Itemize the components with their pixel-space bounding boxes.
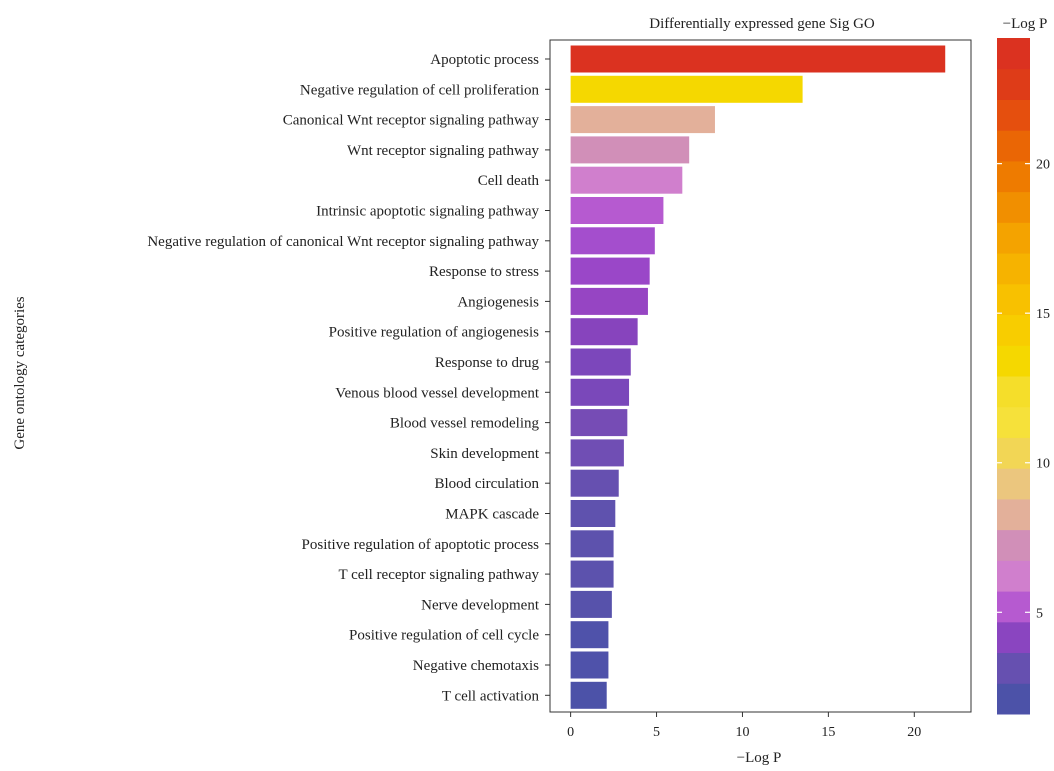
colorbar-segment	[997, 38, 1030, 70]
colorbar-segment	[997, 99, 1030, 131]
x-tick-label: 10	[735, 725, 749, 740]
colorbar-segment	[997, 376, 1030, 408]
bar	[570, 409, 628, 437]
category-label: Positive regulation of angiogenesis	[329, 325, 540, 341]
category-labels: Apoptotic process Negative regulation of …	[147, 52, 550, 704]
bar	[570, 45, 946, 73]
bar	[570, 318, 638, 346]
colorbar-segment	[997, 130, 1030, 162]
category-label: Canonical Wnt receptor signaling pathway	[283, 113, 540, 129]
category-label: Positive regulation of apoptotic process	[302, 537, 540, 553]
bar	[570, 75, 803, 103]
bar	[570, 681, 607, 709]
category-label: Response to stress	[429, 264, 539, 280]
x-tick-label: 20	[907, 725, 921, 740]
plot-frame	[549, 39, 972, 713]
bar	[570, 106, 715, 134]
bar	[570, 166, 683, 194]
colorbar-tick-label: 5	[1036, 606, 1043, 621]
bar	[570, 378, 630, 406]
colorbar-segment	[997, 253, 1030, 285]
bar	[570, 197, 664, 224]
category-label: Negative regulation of cell proliferatio…	[300, 82, 540, 98]
category-label: Nerve development	[421, 597, 540, 613]
bar	[570, 348, 631, 376]
colorbar-segment	[997, 283, 1030, 316]
colorbar-segment	[997, 222, 1030, 254]
colorbar-segment	[997, 529, 1030, 561]
legend-title: −Log P	[1003, 16, 1048, 32]
category-label: MAPK cascade	[445, 507, 539, 523]
colorbar-segment	[997, 468, 1030, 500]
colorbar-segment	[997, 498, 1030, 531]
colorbar-legend: 5 10 15 20	[997, 38, 1050, 715]
colorbar-segment	[997, 160, 1030, 193]
colorbar-tick-label: 15	[1036, 307, 1050, 322]
bar	[570, 136, 690, 164]
colorbar-segment	[997, 621, 1030, 654]
category-label: T cell activation	[442, 688, 540, 704]
category-label: Skin development	[430, 446, 540, 462]
bar	[570, 530, 614, 558]
colorbar-segment	[997, 406, 1030, 438]
bar	[570, 651, 609, 679]
y-axis-title: Gene ontology categories	[12, 296, 28, 449]
colorbar-segment	[997, 560, 1030, 592]
colorbar-tick-label: 20	[1036, 158, 1050, 173]
category-label: Apoptotic process	[430, 52, 539, 68]
colorbar-segment	[997, 591, 1030, 623]
bar	[570, 227, 655, 255]
colorbar-tick-label: 10	[1036, 457, 1050, 472]
category-label: Intrinsic apoptotic signaling pathway	[316, 204, 539, 220]
chart-title: Differentially expressed gene Sig GO	[649, 16, 875, 32]
colorbar-segment	[997, 437, 1030, 469]
bar	[570, 500, 616, 527]
category-label: Angiogenesis	[457, 294, 539, 310]
category-label: Negative regulation of canonical Wnt rec…	[147, 234, 539, 250]
bar	[570, 439, 624, 467]
colorbar-segment	[997, 191, 1030, 223]
bar	[570, 469, 619, 497]
bar	[570, 590, 612, 618]
category-label: Negative chemotaxis	[413, 658, 539, 674]
bar	[570, 560, 614, 588]
x-tick-label: 0	[567, 725, 574, 740]
colorbar-segment	[997, 314, 1030, 346]
x-axis-title: −Log P	[737, 750, 782, 766]
colorbar-segment	[997, 652, 1030, 684]
colorbar-segment	[997, 683, 1030, 715]
x-tick-label: 15	[821, 725, 835, 740]
category-label: Wnt receptor signaling pathway	[347, 143, 540, 159]
category-label: Response to drug	[435, 355, 540, 371]
bars-layer	[570, 45, 946, 709]
category-label: Positive regulation of cell cycle	[349, 628, 539, 644]
category-label: Blood circulation	[434, 476, 539, 492]
colorbar-segment	[997, 68, 1030, 100]
x-tick-label: 5	[653, 725, 660, 740]
category-label: Blood vessel remodeling	[390, 416, 540, 432]
x-axis-ticks: 0 5 10 15 20	[567, 712, 921, 740]
category-label: Venous blood vessel development	[335, 385, 540, 401]
colorbar-segment	[997, 345, 1030, 377]
category-label: T cell receptor signaling pathway	[339, 567, 540, 583]
category-label: Cell death	[478, 173, 540, 189]
bar	[570, 287, 648, 315]
bar	[570, 621, 609, 649]
bar	[570, 257, 650, 285]
